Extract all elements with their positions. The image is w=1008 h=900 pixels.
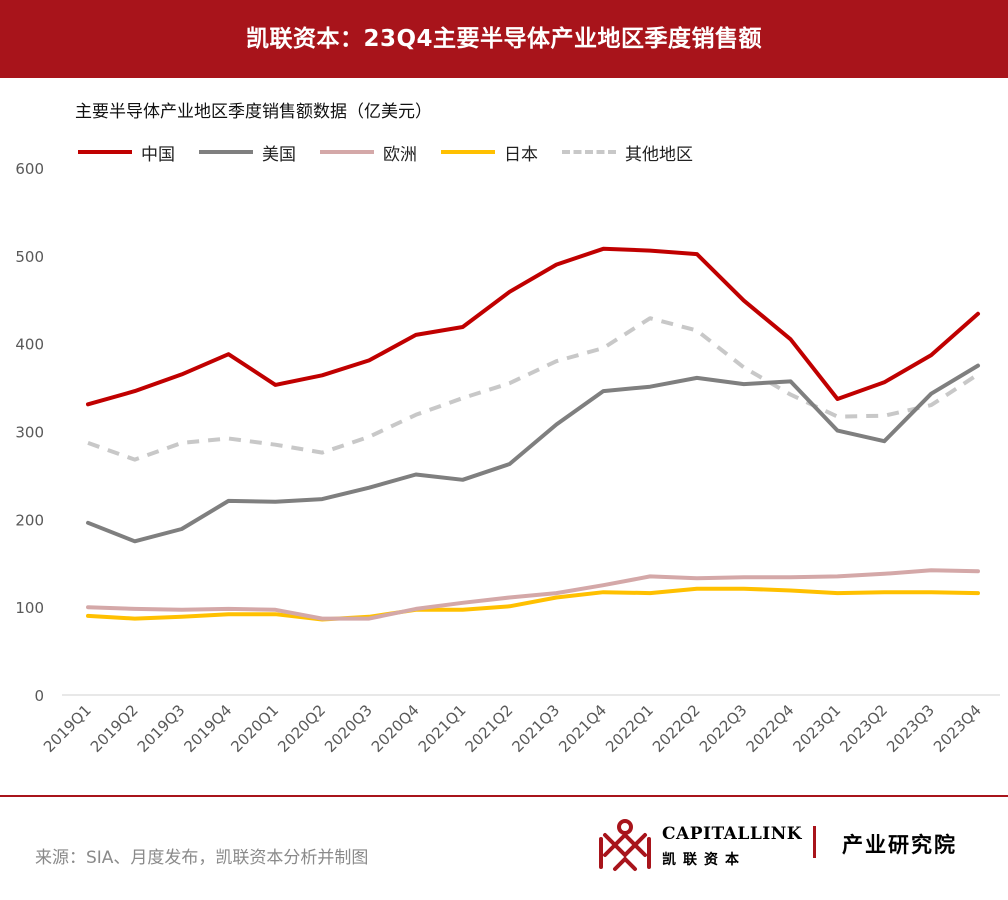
page-title: 凯联资本：23Q4主要半导体产业地区季度销售额 [0, 0, 1008, 78]
x-tick-label: 2020Q3 [321, 701, 376, 756]
x-tick-label: 2023Q2 [836, 701, 891, 756]
legend-item-usa: 美国 [199, 140, 296, 165]
series-line-japan [86, 586, 980, 622]
x-tick-label: 2021Q2 [462, 701, 517, 756]
legend-swatch-china [78, 150, 132, 154]
x-tick-label: 2019Q1 [40, 701, 95, 756]
x-tick-label: 2020Q2 [274, 701, 329, 756]
footer-divider [0, 795, 1008, 797]
legend-label-other: 其他地区 [625, 144, 693, 165]
series-line-other [87, 316, 980, 462]
x-tick-label: 2022Q3 [696, 701, 751, 756]
chart-legend: 中国 美国 欧洲 日本 其他地区 [78, 139, 693, 165]
legend-item-china: 中国 [78, 140, 175, 165]
series-line-usa [86, 363, 980, 544]
x-tick-label: 2020Q1 [227, 701, 282, 756]
x-tick-label: 2023Q4 [930, 701, 985, 756]
x-tick-label: 2019Q2 [87, 701, 142, 756]
brand-unit-name: 产业研究院 [842, 832, 957, 857]
brand-separator [813, 826, 816, 858]
x-tick-label: 2022Q4 [743, 701, 798, 756]
y-tick-label: 600 [15, 160, 44, 178]
legend-swatch-usa [199, 150, 253, 154]
legend-label-china: 中国 [141, 144, 175, 165]
y-tick-label: 100 [15, 599, 44, 617]
series-line-china [86, 246, 980, 407]
legend-swatch-japan [441, 150, 495, 154]
brand-wordmark: CAPITALLINK 凯联资本 [662, 824, 802, 869]
series-line-europe [86, 568, 980, 621]
chart-title: 主要半导体产业地区季度销售额数据（亿美元） [75, 102, 432, 122]
legend-label-europe: 欧洲 [383, 144, 417, 165]
x-tick-label: 2022Q2 [649, 701, 704, 756]
legend-swatch-other [562, 150, 616, 154]
x-tick-label: 2021Q3 [508, 701, 563, 756]
line-chart: 0 100 200 300 400 500 600 2019Q12019Q22019Q3201… [15, 160, 1000, 756]
y-tick-label: 400 [15, 336, 44, 354]
x-tick-label: 2023Q1 [789, 701, 844, 756]
x-tick-label: 2023Q3 [883, 701, 938, 756]
y-tick-label: 300 [15, 424, 44, 442]
legend-item-other: 其他地区 [562, 140, 693, 165]
capitallink-logo-icon [599, 819, 651, 871]
legend-swatch-europe [320, 150, 374, 154]
x-tick-label: 2020Q4 [368, 701, 423, 756]
legend-item-japan: 日本 [441, 140, 538, 165]
legend-label-japan: 日本 [504, 144, 538, 165]
brand-name-en: CAPITALLINK [662, 824, 803, 844]
brand-name-cn: 凯联资本 [662, 852, 746, 868]
y-tick-label: 0 [34, 687, 44, 705]
x-tick-label: 2022Q1 [602, 701, 657, 756]
source-note: 来源：SIA、月度发布，凯联资本分析并制图 [35, 848, 369, 868]
y-tick-label: 500 [15, 248, 44, 266]
legend-label-usa: 美国 [262, 144, 296, 165]
y-tick-label: 200 [15, 511, 44, 529]
x-tick-label: 2019Q4 [181, 701, 236, 756]
legend-item-europe: 欧洲 [320, 140, 417, 165]
x-tick-label: 2019Q3 [134, 701, 189, 756]
x-tick-label: 2021Q4 [555, 701, 610, 756]
x-tick-label: 2021Q1 [415, 701, 470, 756]
